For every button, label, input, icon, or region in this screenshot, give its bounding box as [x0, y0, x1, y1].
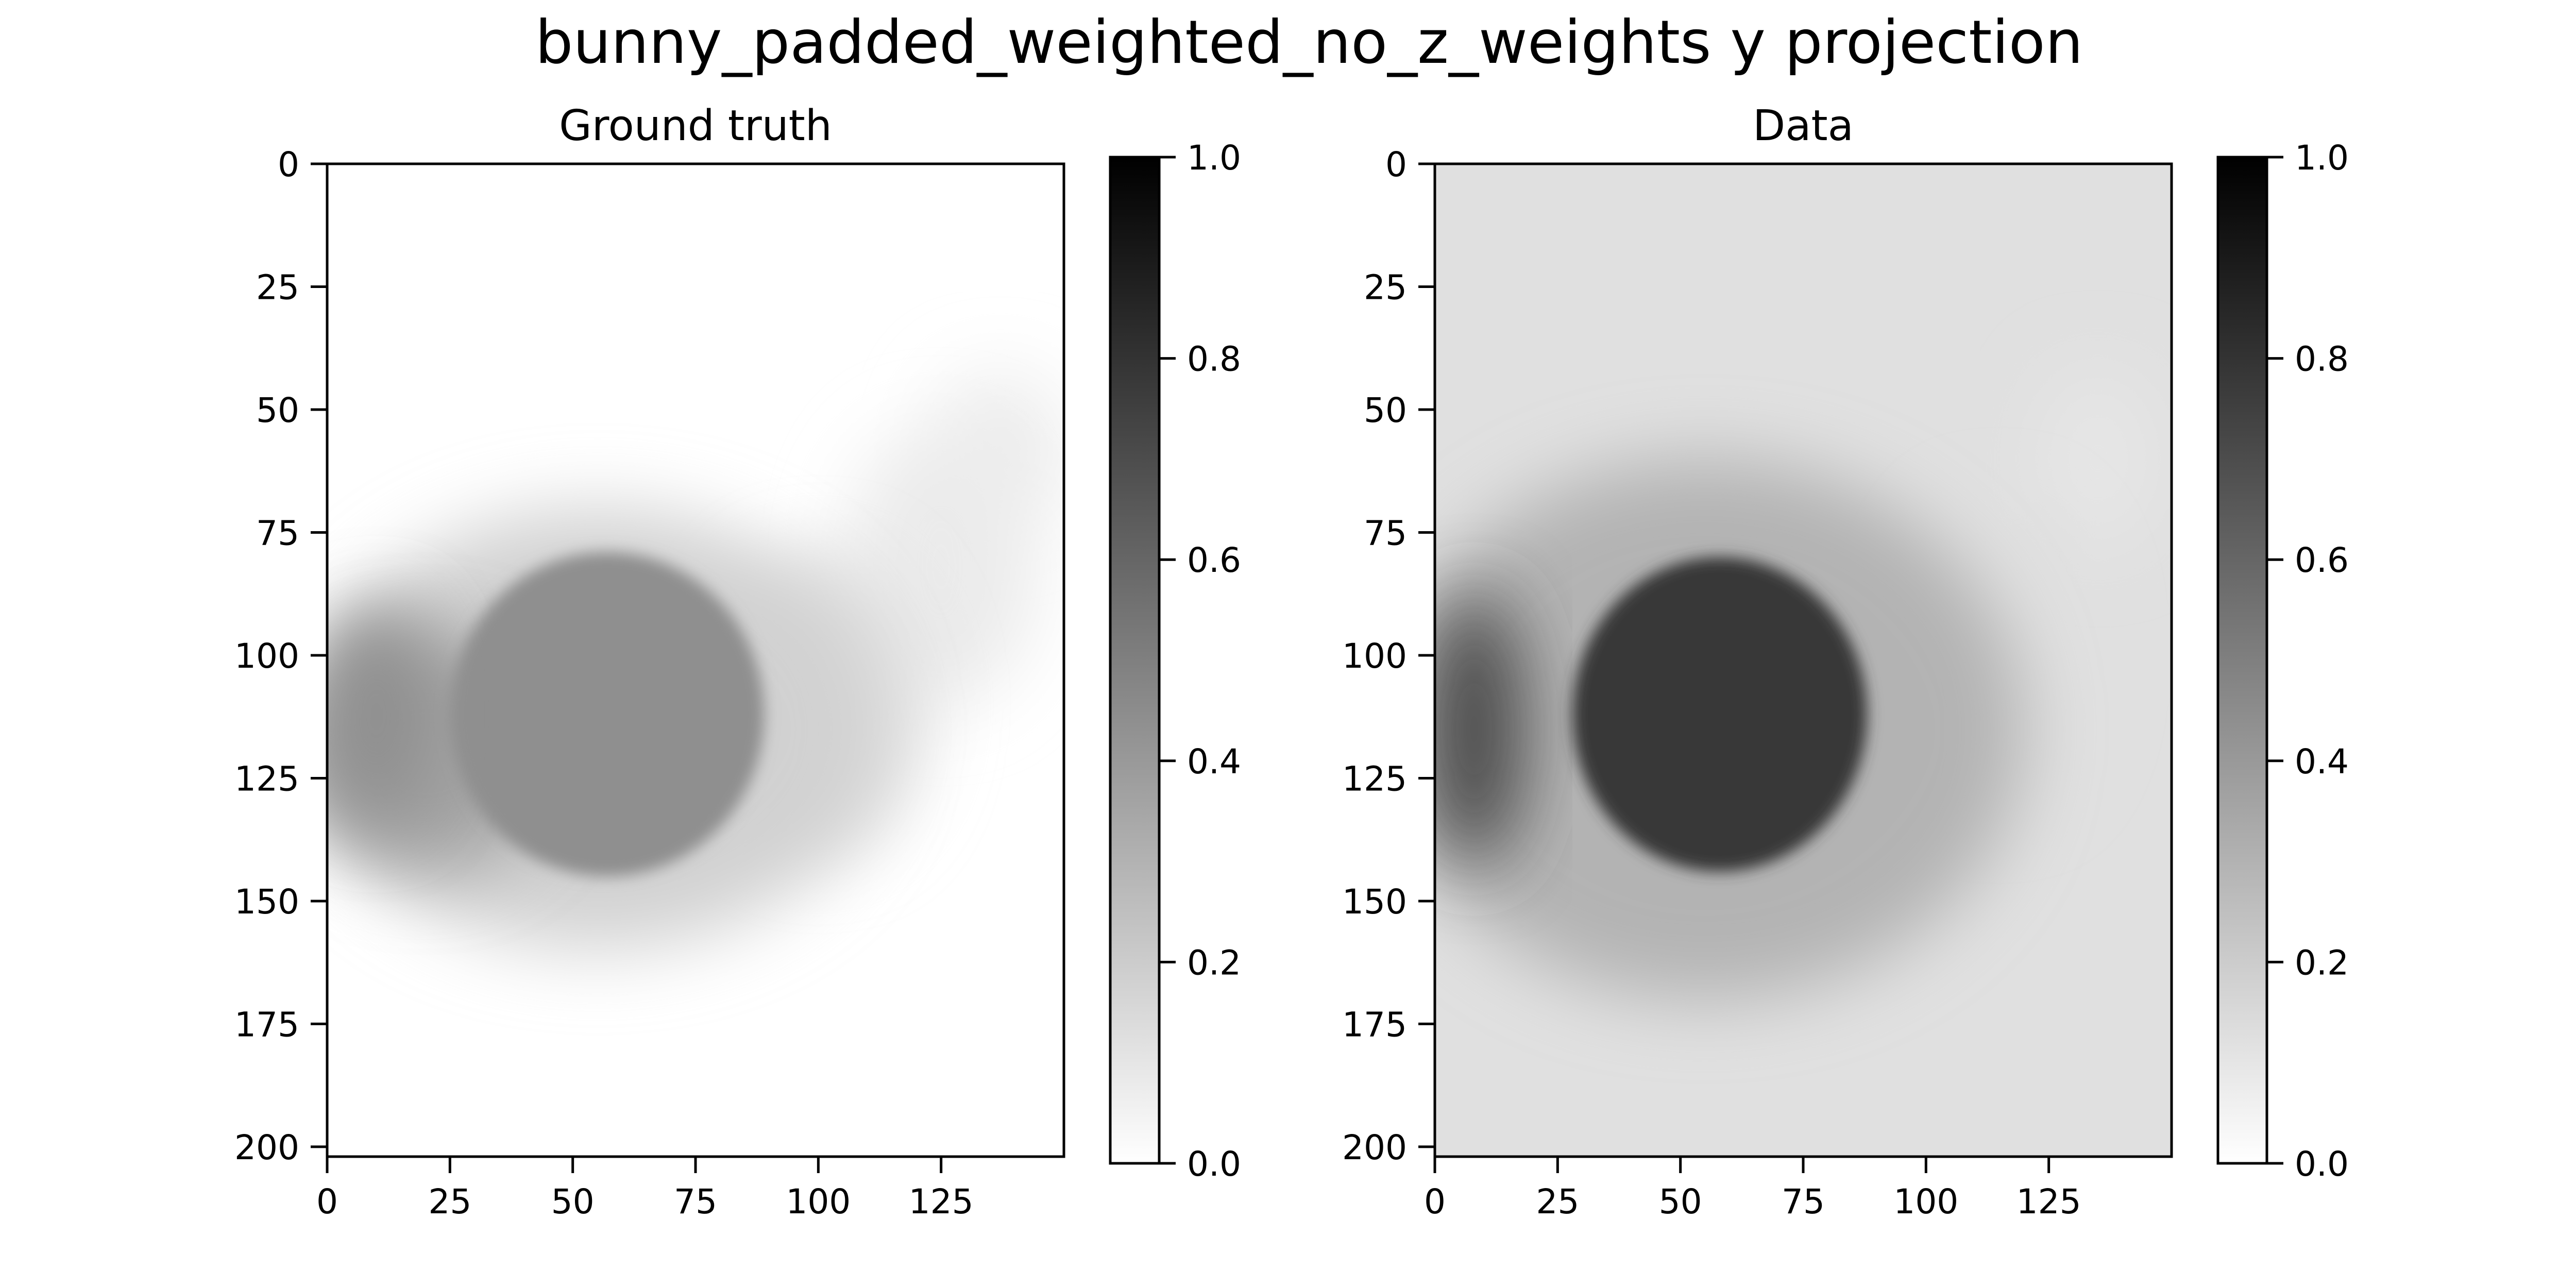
colorbar-tick-label: 0.2	[1187, 943, 1241, 982]
colorbar-tick-label: 1.0	[2295, 138, 2349, 178]
y-tick-label: 0	[1385, 145, 1407, 184]
x-tick-label: 100	[786, 1182, 851, 1222]
panel-title: Data	[1753, 101, 1854, 150]
colorbar-tick-label: 0.6	[2295, 540, 2349, 580]
y-tick-label: 175	[234, 1005, 299, 1044]
y-tick-label: 125	[1342, 759, 1407, 799]
panel-title: Ground truth	[559, 101, 832, 150]
heatmap-region-5	[450, 552, 765, 877]
y-tick-label: 25	[256, 267, 299, 307]
colorbar-tick-label: 0.0	[1187, 1144, 1241, 1184]
y-tick-label: 125	[234, 759, 299, 799]
x-tick-label: 0	[1424, 1182, 1446, 1222]
x-tick-label: 25	[1536, 1182, 1579, 1222]
heatmap-region-0	[2039, 370, 2157, 548]
panel-0: Ground truth 0 25 50 75 100 125 0 25 50 75 100 125 15…	[234, 101, 1241, 1222]
colorbar	[2216, 156, 2268, 1165]
heatmap-image	[1435, 164, 2172, 1157]
x-tick-label: 125	[909, 1182, 974, 1222]
colorbar-tick-label: 0.8	[1187, 340, 1241, 379]
colorbar-tick-label: 0.8	[2295, 340, 2349, 379]
y-tick-label: 100	[1342, 636, 1407, 676]
y-tick-label: 50	[256, 391, 299, 430]
x-tick-label: 125	[2016, 1182, 2081, 1222]
y-tick-label: 75	[256, 513, 299, 553]
y-tick-label: 25	[1364, 267, 1407, 307]
x-tick-label: 100	[1893, 1182, 1958, 1222]
y-tick-label: 150	[234, 882, 299, 922]
x-tick-label: 75	[1782, 1182, 1825, 1222]
heatmap-region-6	[327, 606, 435, 823]
heatmap-region-3	[1435, 591, 1523, 867]
colorbar-tick-label: 0.4	[2295, 742, 2349, 782]
y-tick-label: 50	[1364, 391, 1407, 430]
colorbar-tick-label: 0.6	[1187, 540, 1241, 580]
y-tick-label: 200	[234, 1128, 299, 1167]
heatmap-image	[327, 164, 1064, 1157]
figure-title: bunny_padded_weighted_no_z_weights y pro…	[535, 8, 2083, 77]
panel-1: Data 0 25 50 75 100 125 0 25 50 75 100 125 150 175 200 0…	[1342, 101, 2349, 1222]
y-tick-label: 100	[234, 636, 299, 676]
colorbar	[1109, 156, 1161, 1165]
colorbar-tick-label: 0.4	[1187, 742, 1241, 782]
y-tick-label: 150	[1342, 882, 1407, 922]
colorbar-tick-label: 0.2	[2295, 943, 2349, 982]
x-tick-label: 25	[428, 1182, 471, 1222]
y-tick-label: 200	[1342, 1128, 1407, 1167]
y-tick-label: 75	[1364, 513, 1407, 553]
x-tick-label: 75	[674, 1182, 717, 1222]
y-tick-label: 0	[278, 145, 299, 184]
x-tick-label: 50	[1659, 1182, 1702, 1222]
colorbar-tick-label: 1.0	[1187, 138, 1241, 178]
colorbar-tick-label: 0.0	[2295, 1144, 2349, 1184]
y-tick-label: 175	[1342, 1005, 1407, 1044]
x-tick-label: 0	[316, 1182, 338, 1222]
x-tick-label: 50	[551, 1182, 595, 1222]
heatmap-region-4	[1572, 557, 1867, 872]
